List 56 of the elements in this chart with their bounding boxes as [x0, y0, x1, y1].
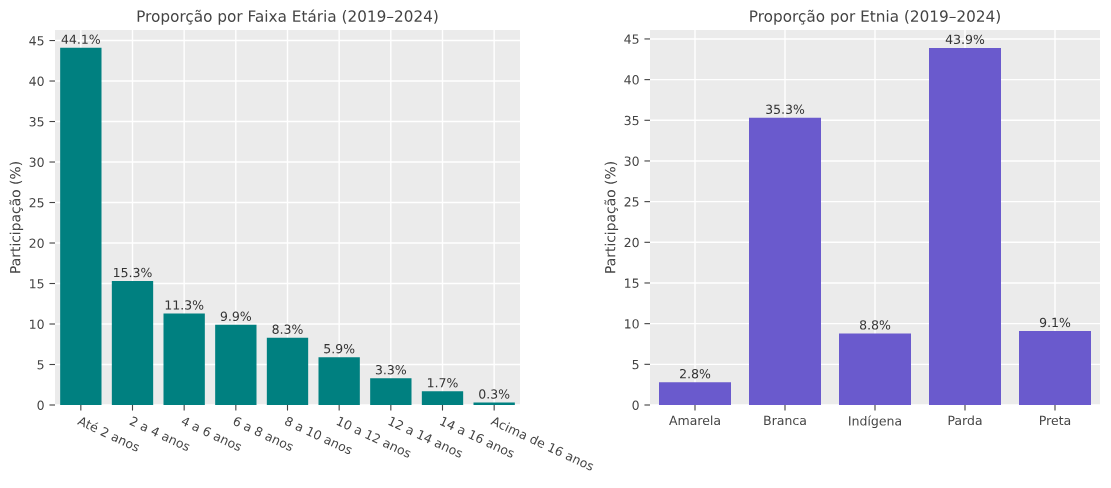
data-label: 8.8% [859, 320, 891, 330]
y-tick-label: 5 [632, 359, 639, 370]
x-tick-label: Indígena [849, 415, 901, 429]
x-tick-label: Amarela [669, 415, 720, 426]
y-axis-title: Participação (%) [604, 162, 619, 273]
data-label: 5.9% [324, 343, 355, 354]
y-tick-label: 20 [624, 237, 639, 248]
y-tick-label: 10 [625, 319, 639, 329]
y-tick-label: 10 [30, 319, 44, 329]
data-label: 9.1% [1039, 317, 1071, 328]
y-tick-label: 25 [624, 197, 639, 207]
bar [839, 333, 911, 405]
y-tick-label: 40 [29, 76, 44, 86]
data-label: 15.3% [114, 267, 152, 278]
bar [929, 47, 1001, 405]
chart-title: Proporção por Faixa Etária (2019–2024) [137, 9, 438, 25]
y-tick-label: 5 [37, 360, 44, 370]
bar [1019, 330, 1091, 405]
data-label: 8.3% [272, 324, 303, 334]
y-tick-label: 40 [624, 75, 639, 85]
x-tick-label: Branca [764, 415, 806, 426]
data-label: 0.3% [479, 389, 510, 399]
data-label: 35.3% [766, 104, 805, 115]
bar [749, 117, 821, 405]
data-label: 2.8% [680, 368, 711, 379]
bar [163, 313, 205, 405]
bar [60, 47, 102, 405]
data-label: 11.3% [165, 300, 204, 310]
bar [111, 281, 154, 405]
x-tick-label: Preta [1040, 415, 1071, 426]
y-tick-label: 20 [29, 238, 44, 248]
bar [318, 357, 360, 405]
x-tick-label: Parda [948, 415, 982, 426]
data-label: 1.7% [428, 377, 458, 388]
data-label: 9.9% [220, 311, 252, 322]
y-tick-label: 0 [37, 400, 44, 410]
y-tick-label: 0 [632, 400, 639, 410]
y-tick-label: 35 [624, 115, 639, 126]
y-axis-title: Participação (%) [9, 162, 24, 273]
y-tick-label: 15 [625, 278, 639, 288]
y-tick-label: 30 [624, 156, 639, 166]
data-label: 43.9% [945, 34, 985, 45]
y-tick-label: 45 [29, 36, 44, 46]
y-tick-label: 15 [30, 279, 44, 289]
bar [421, 391, 464, 405]
y-tick-label: 30 [29, 157, 44, 167]
bar [370, 378, 412, 405]
y-tick-label: 25 [29, 197, 44, 208]
bar [266, 337, 309, 405]
y-tick-label: 45 [624, 34, 639, 44]
chart-title: Proporção por Etnia (2019–2024) [750, 9, 1000, 25]
bar [659, 382, 731, 405]
data-label: 3.3% [375, 365, 407, 375]
bar [215, 324, 257, 405]
data-label: 44.1% [61, 34, 100, 45]
y-tick-label: 35 [29, 116, 44, 127]
